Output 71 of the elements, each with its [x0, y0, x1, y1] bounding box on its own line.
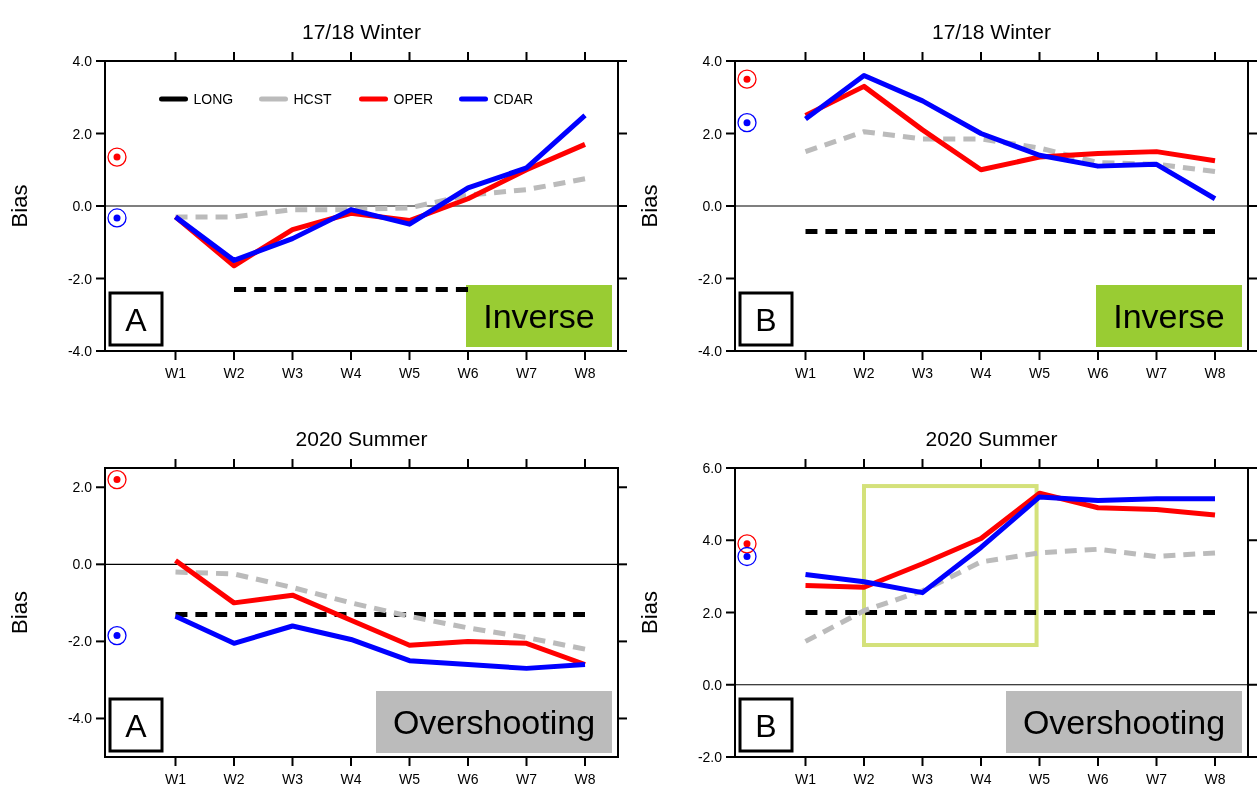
x-tick-label: W4: [340, 771, 362, 787]
y-tick-label: -4.0: [67, 710, 93, 727]
y-tick-label: 2.0: [72, 479, 93, 496]
x-tick-label: W7: [1146, 365, 1168, 381]
y-tick-label: 0.0: [702, 676, 723, 693]
x-tick-label: W5: [399, 771, 421, 787]
annotation: Inverse: [1113, 297, 1225, 335]
x-tick-label: W7: [516, 365, 538, 381]
annotation: B: [755, 302, 777, 338]
y-tick-label: -2.0: [67, 270, 93, 287]
annotation: Overshooting: [1022, 703, 1226, 741]
x-tick-label: W1: [795, 771, 817, 787]
x-tick-label: W3: [912, 771, 934, 787]
x-tick-label: W8: [1204, 365, 1226, 381]
x-tick-label: W1: [165, 771, 187, 787]
annotation: Overshooting: [392, 703, 596, 741]
x-tick-label: W8: [574, 771, 596, 787]
x-tick-label: W1: [165, 365, 187, 381]
legend-label: CDAR: [493, 91, 534, 107]
y-tick-label: 0.0: [72, 556, 93, 573]
legend-label: OPER: [393, 91, 434, 107]
y-tick-label: -4.0: [67, 343, 93, 359]
y-tick-label: -2.0: [697, 749, 723, 765]
x-tick-label: W7: [516, 771, 538, 787]
y-tick-label: 4.0: [72, 53, 93, 69]
x-tick-label: W7: [1146, 771, 1168, 787]
x-tick-label: W2: [223, 365, 245, 381]
x-tick-label: W1: [795, 365, 817, 381]
y-axis-title: Bias: [7, 591, 32, 634]
x-tick-label: W8: [574, 365, 596, 381]
x-tick-label: W2: [853, 771, 875, 787]
y-tick-label: -4.0: [697, 343, 723, 359]
legend-label: HCST: [293, 91, 333, 107]
annotation: A: [125, 708, 148, 744]
x-tick-label: W5: [399, 365, 421, 381]
x-tick-label: W4: [970, 365, 992, 381]
annotation: Inverse: [483, 297, 595, 335]
y-tick-label: 6.0: [702, 460, 723, 476]
x-tick-label: W3: [282, 771, 304, 787]
chart-title: 17/18 Winter: [301, 20, 422, 43]
annotation: A: [125, 302, 148, 338]
x-tick-label: W6: [1087, 365, 1109, 381]
chart-title: 2020 Summer: [925, 427, 1058, 450]
x-tick-label: W6: [457, 365, 479, 381]
y-tick-label: 4.0: [702, 532, 723, 549]
legend-label: LONG: [193, 91, 234, 107]
x-tick-label: W6: [457, 771, 479, 787]
x-tick-label: W3: [912, 365, 934, 381]
x-tick-label: W5: [1029, 771, 1051, 787]
y-tick-label: 2.0: [702, 125, 723, 142]
y-tick-label: -2.0: [67, 633, 93, 650]
chart-title: 17/18 Winter: [931, 20, 1052, 43]
y-axis-title: Bias: [7, 184, 32, 228]
y-tick-label: 2.0: [702, 604, 723, 621]
x-tick-label: W4: [970, 771, 992, 787]
x-tick-label: W4: [340, 365, 362, 381]
y-tick-label: 4.0: [702, 53, 723, 69]
chart-title: 2020 Summer: [295, 427, 428, 450]
y-axis-title: Bias: [637, 184, 662, 228]
y-tick-label: 0.0: [702, 198, 723, 214]
x-tick-label: W8: [1204, 771, 1226, 787]
annotation: B: [755, 708, 777, 744]
y-axis-title: Bias: [637, 591, 662, 634]
x-tick-label: W2: [853, 365, 875, 381]
x-tick-label: W5: [1029, 365, 1051, 381]
x-tick-label: W2: [223, 771, 245, 787]
y-tick-label: -2.0: [697, 270, 723, 287]
y-tick-label: 2.0: [72, 125, 93, 142]
y-tick-label: 0.0: [72, 198, 93, 214]
x-tick-label: W6: [1087, 771, 1109, 787]
x-tick-label: W3: [282, 365, 304, 381]
